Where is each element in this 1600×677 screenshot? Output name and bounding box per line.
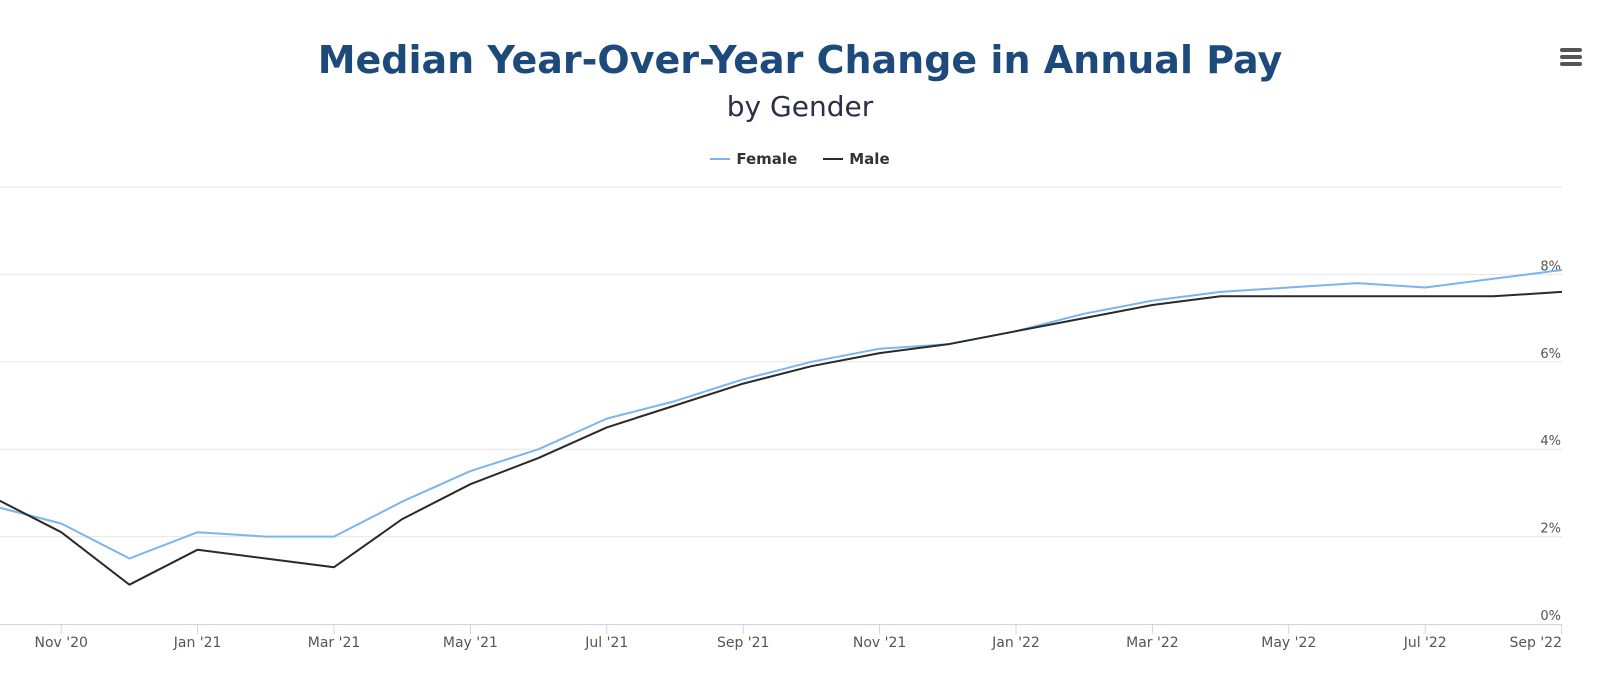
menu-bar	[1560, 62, 1582, 66]
x-tick-label: Jan '22	[991, 635, 1040, 651]
y-tick-label: 4%	[1540, 434, 1561, 449]
legend-swatch-female	[710, 158, 731, 160]
x-tick-label: Mar '22	[1126, 635, 1179, 651]
chart-subtitle: by Gender	[726, 90, 874, 123]
grid-lines	[0, 186, 1562, 538]
menu-bar	[1560, 48, 1582, 52]
x-tick-label: Nov '20	[34, 635, 87, 651]
legend-swatch-male	[823, 158, 844, 160]
legend-item-female[interactable]: Female	[710, 150, 797, 168]
x-tick-label: Mar '21	[308, 635, 361, 651]
x-tick-label: May '22	[1261, 635, 1316, 651]
x-tick-label: Sep '21	[717, 635, 770, 651]
x-tick-label: Jul '22	[1403, 635, 1447, 651]
y-tick-label: 2%	[1540, 522, 1561, 537]
y-tick-label: 6%	[1540, 347, 1561, 362]
y-tick-label: 0%	[1540, 609, 1561, 624]
x-tick-label: Jan '21	[173, 635, 222, 651]
legend-label-male: Male	[849, 150, 890, 168]
legend: Female Male	[0, 150, 1600, 168]
x-tick-label: May '21	[443, 635, 498, 651]
legend-label-female: Female	[736, 150, 798, 168]
hamburger-menu-icon[interactable]	[1556, 46, 1586, 74]
y-axis-labels: 0%2%4%6%8%	[1540, 259, 1561, 624]
x-axis: Nov '20 Jan '21 Mar '21 May '21 Jul '21 Sep '…	[0, 624, 1563, 651]
chart-title: Median Year-Over-Year Change in Annual P…	[317, 38, 1283, 82]
legend-item-male[interactable]: Male	[823, 150, 890, 168]
menu-bar	[1560, 55, 1582, 59]
series-line-male[interactable]	[0, 290, 1562, 586]
x-tick-label: Jul '21	[584, 635, 628, 651]
series-lines	[0, 269, 1562, 586]
series-line-female[interactable]	[0, 269, 1562, 560]
x-tick-label: Sep '22	[1510, 635, 1563, 651]
x-tick-label: Nov '21	[853, 635, 906, 651]
